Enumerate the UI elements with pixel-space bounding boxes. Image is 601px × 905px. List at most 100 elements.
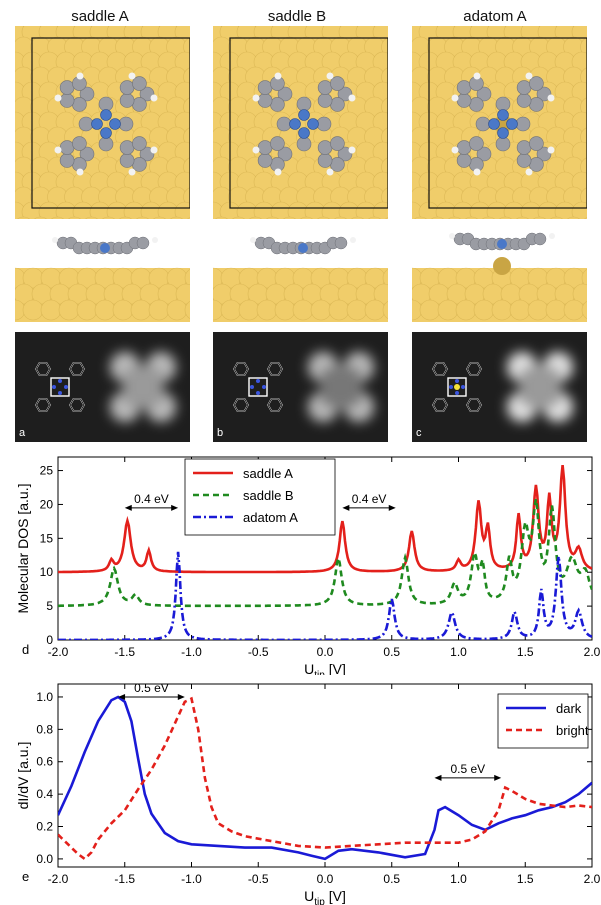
- x-tick-label: 0.5: [383, 645, 400, 659]
- y-tick-label: 20: [40, 497, 54, 511]
- gold-atom: [550, 216, 563, 219]
- gold-adatom: [493, 257, 511, 275]
- x-tick-label: 0.0: [317, 872, 334, 886]
- nitrogen-atom: [109, 118, 121, 130]
- hydrogen-atom: [152, 237, 158, 243]
- gold-atom: [17, 216, 30, 219]
- gold-atom: [334, 216, 347, 219]
- gold-atom: [351, 216, 364, 219]
- benzene-ring-outline: [69, 362, 85, 376]
- stm-image-c: c: [412, 332, 587, 442]
- benzene-ring-outline: [466, 398, 482, 412]
- carbon-atom: [132, 97, 147, 112]
- gold-atom: [584, 217, 587, 219]
- nitrogen-atom: [289, 118, 301, 130]
- nitrogen-atom: [256, 379, 260, 383]
- benzene-ring-outline: [35, 398, 51, 412]
- gold-atom: [580, 127, 587, 147]
- nitrogen-atom: [64, 385, 68, 389]
- stm-blob: [110, 352, 176, 422]
- arrow-label: 0.4 eV: [134, 492, 169, 506]
- y-tick-label: 0.6: [36, 755, 53, 769]
- y-tick-label: 5: [46, 599, 53, 613]
- carbon-atom: [276, 116, 292, 132]
- gold-atom: [381, 67, 388, 87]
- benzene-ring-outline: [69, 398, 85, 412]
- carbon-atom: [132, 136, 147, 151]
- carbon-atom: [317, 153, 333, 168]
- macrocycle: [447, 377, 467, 397]
- gold-atom: [482, 216, 495, 219]
- gold-atom: [256, 299, 278, 321]
- x-axis-label-unit: [V]: [325, 888, 346, 904]
- carbon-atom: [516, 93, 532, 108]
- gold-atom: [581, 300, 587, 320]
- hydrogen-atom: [76, 168, 84, 176]
- carbon-atom: [536, 86, 552, 102]
- legend-box: [184, 458, 336, 536]
- hydrogen-atom: [350, 237, 356, 243]
- carbon-atom: [296, 96, 312, 112]
- gold-atom: [381, 187, 388, 207]
- nitrogen-atom: [506, 118, 518, 130]
- carbon-atom: [476, 86, 492, 102]
- hydrogen-atom: [348, 146, 356, 154]
- gold-atom: [183, 127, 190, 147]
- gold-atom: [187, 217, 190, 219]
- side-view-saddle-b: [213, 236, 388, 322]
- gold-atom: [448, 216, 461, 219]
- molecule: [252, 72, 356, 176]
- carbon-atom: [533, 232, 547, 246]
- benzene-ring-outline: [233, 398, 249, 412]
- arrow-head-left: [124, 504, 132, 511]
- series-line-saddle-b: [58, 498, 592, 608]
- x-axis-label-main: U: [304, 661, 314, 675]
- series-line-dark: [58, 695, 592, 861]
- nitrogen-atom: [497, 127, 509, 139]
- gold-atom: [372, 201, 388, 219]
- carbon-atom: [515, 116, 531, 132]
- nitrogen-atom: [58, 379, 62, 383]
- carbon-atom: [132, 76, 147, 91]
- carbon-atom: [469, 97, 484, 112]
- gold-atom: [183, 187, 190, 207]
- nitrogen-atom: [455, 391, 459, 395]
- x-tick-label: -0.5: [248, 872, 269, 886]
- gold-atom: [136, 216, 149, 219]
- gold-atom: [580, 37, 587, 57]
- x-tick-label: 2.0: [584, 645, 601, 659]
- energy-gap-arrow: 0.4 eV: [124, 492, 179, 511]
- gold-atom: [220, 299, 242, 321]
- nitrogen-atom: [298, 109, 310, 121]
- carbon-atom: [79, 146, 95, 162]
- carbon-atom: [516, 153, 532, 168]
- nitrogen-atom: [100, 109, 112, 121]
- gold-atom: [455, 299, 477, 321]
- gold-atom: [94, 299, 116, 321]
- carbon-atom: [257, 153, 273, 168]
- molecule-skeleton: [432, 362, 482, 412]
- carbon-atom: [98, 96, 114, 112]
- arrow-label: 0.5 eV: [134, 681, 169, 695]
- carbon-atom: [475, 116, 491, 132]
- nitrogen-atom: [298, 243, 308, 253]
- gold-adatom: [454, 384, 460, 390]
- stm-image-a: a: [15, 332, 190, 442]
- hydrogen-atom: [250, 237, 256, 243]
- hydrogen-atom: [252, 146, 260, 154]
- gold-atom: [102, 216, 115, 219]
- hydrogen-atom: [52, 237, 58, 243]
- unit-cell-frame: [229, 37, 388, 209]
- gold-atom: [22, 299, 44, 321]
- gold-atom: [491, 299, 513, 321]
- hydrogen-atom: [76, 72, 84, 80]
- hydrogen-atom: [549, 233, 555, 239]
- gold-atom: [580, 97, 587, 117]
- gold-atom: [381, 97, 388, 117]
- nitrogen-atom: [307, 118, 319, 130]
- x-tick-label: 0.0: [317, 645, 334, 659]
- gold-atom: [414, 216, 427, 219]
- molecule-skeleton: [233, 362, 283, 412]
- x-tick-label: 0.5: [383, 872, 400, 886]
- carbon-atom: [330, 97, 345, 112]
